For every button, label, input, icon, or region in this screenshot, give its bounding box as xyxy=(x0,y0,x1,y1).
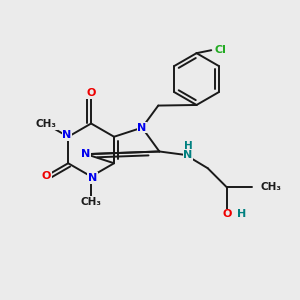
Text: O: O xyxy=(222,209,232,219)
Text: N: N xyxy=(183,150,193,160)
Text: CH₃: CH₃ xyxy=(261,182,282,192)
Text: Cl: Cl xyxy=(214,45,226,55)
Text: O: O xyxy=(42,171,51,181)
Text: CH₃: CH₃ xyxy=(81,196,102,206)
Text: N: N xyxy=(137,123,147,133)
Text: CH₃: CH₃ xyxy=(36,119,57,129)
Text: H: H xyxy=(237,209,246,219)
Text: N: N xyxy=(62,130,71,140)
Text: N: N xyxy=(88,173,97,183)
Text: H: H xyxy=(184,140,192,151)
Text: O: O xyxy=(86,88,96,98)
Text: N: N xyxy=(81,149,91,159)
